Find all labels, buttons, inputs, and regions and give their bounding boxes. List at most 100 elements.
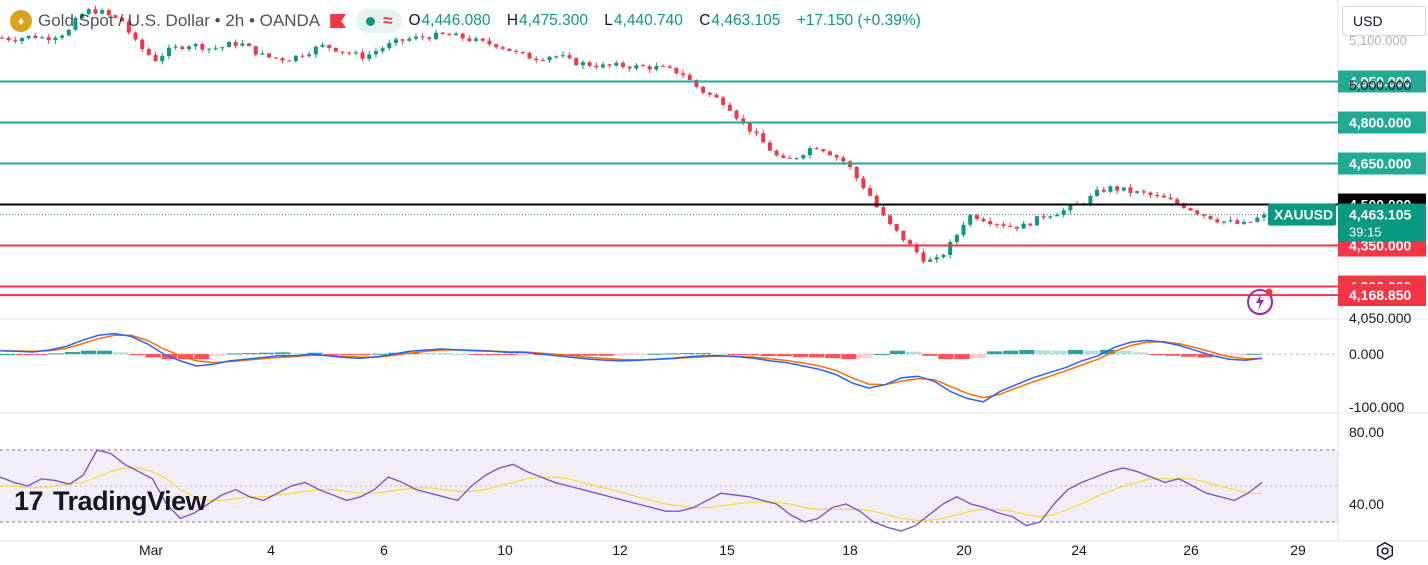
candle-body	[787, 157, 792, 159]
candle-body	[694, 79, 699, 87]
macd-histogram-bar	[631, 354, 647, 356]
candle-body	[1228, 220, 1233, 222]
candle-body	[307, 54, 312, 57]
candle-body	[954, 234, 959, 242]
candle-body	[994, 224, 999, 226]
candle-body	[6, 37, 11, 41]
candle-body	[1021, 223, 1026, 229]
candle-body	[400, 39, 405, 41]
candle-body	[393, 39, 398, 44]
candle-body	[1168, 197, 1173, 200]
candle-body	[647, 66, 652, 70]
candle-body	[560, 55, 565, 57]
macd-histogram-bar	[517, 354, 533, 356]
candle-body	[494, 44, 499, 48]
candle-body	[487, 40, 492, 45]
candle-body	[267, 53, 272, 58]
macd-histogram-bar	[1051, 350, 1067, 355]
candle-body	[727, 104, 732, 111]
macd-histogram-bar	[16, 354, 32, 356]
macd-histogram-bar	[275, 352, 291, 355]
macd-histogram-bar	[760, 354, 776, 357]
macd-histogram-bar	[242, 353, 258, 355]
candle-body	[220, 47, 225, 49]
candle-body	[1155, 195, 1160, 197]
macd-histogram-bar	[145, 354, 161, 358]
symbol-tag: XAUUSD	[1274, 207, 1333, 223]
level-price-label: 4,650.000	[1349, 156, 1411, 172]
candle-body	[827, 151, 832, 156]
macd-histogram-bar	[113, 352, 129, 355]
candle-body	[106, 10, 111, 16]
level-price-label-bg	[1338, 111, 1426, 134]
candle-body	[1108, 186, 1113, 192]
symbol-header[interactable]: ♦ Gold Spot / U.S. Dollar • 2h • OANDA ≈…	[10, 9, 927, 33]
macd-histogram-bar	[436, 353, 453, 355]
macd-histogram-bar	[808, 354, 825, 358]
macd-histogram-bar	[485, 354, 501, 356]
macd-histogram-bar	[501, 354, 517, 356]
macd-histogram-bar	[1003, 350, 1019, 355]
time-axis-label: 10	[497, 542, 513, 558]
candle-body	[93, 9, 98, 14]
candle-body	[1215, 219, 1220, 223]
candle-body	[1041, 216, 1046, 218]
last-price-label-bg	[1338, 203, 1426, 242]
candle-body	[126, 21, 131, 33]
candle-body	[1161, 195, 1166, 198]
candle-body	[874, 195, 879, 208]
macd-histogram-bar	[1067, 349, 1084, 355]
high-key: H	[506, 12, 519, 29]
market-status-pill[interactable]: ≈	[356, 9, 403, 33]
time-axis-label: 29	[1290, 542, 1306, 558]
macd-histogram-bar	[566, 354, 582, 356]
candle-body	[1221, 221, 1226, 223]
candle-body	[253, 46, 258, 55]
bar-countdown: 39:15	[1349, 225, 1382, 240]
candle-body	[1188, 208, 1193, 211]
candle-body	[186, 46, 191, 49]
gold-logo-icon: ♦	[10, 10, 32, 32]
lightning-alert-icon[interactable]	[1246, 286, 1276, 316]
macd-histogram-bar	[792, 354, 808, 358]
candle-body	[701, 86, 706, 93]
candle-body	[1208, 215, 1213, 220]
symbol-title[interactable]: Gold Spot / U.S. Dollar • 2h • OANDA	[38, 11, 321, 30]
candle-body	[734, 110, 739, 119]
candle-body	[794, 158, 799, 160]
price-axis-label: 4,050.000	[1349, 310, 1411, 326]
candle-body	[120, 17, 125, 22]
candle-body	[454, 33, 459, 36]
flag-icon[interactable]	[330, 14, 347, 28]
candle-body	[1175, 199, 1180, 204]
settings-gear-icon[interactable]	[1374, 540, 1396, 562]
macd-histogram-bar	[841, 354, 857, 360]
price-axis-label: 5,100.000	[1349, 33, 1407, 48]
macd-histogram-bar	[80, 350, 97, 355]
macd-histogram-bar	[776, 354, 792, 357]
candle-body	[934, 257, 939, 260]
candle-body	[948, 241, 953, 255]
macd-histogram-bar	[1116, 350, 1132, 355]
tradingview-brand: TradingView	[53, 486, 207, 516]
candle-body	[340, 51, 345, 53]
time-axis-label: 12	[612, 542, 628, 558]
candle-body	[353, 52, 358, 54]
candle-body	[206, 48, 211, 50]
time-axis-label: 4	[267, 542, 275, 558]
candle-body	[313, 46, 318, 55]
macd-histogram-bar	[1229, 354, 1245, 356]
macd-histogram-bar	[129, 354, 145, 356]
candle-body	[40, 37, 45, 39]
candle-body	[146, 48, 151, 55]
candle-body	[661, 66, 666, 68]
macd-histogram-bar	[728, 354, 744, 356]
currency-selector[interactable]: USD	[1342, 6, 1426, 36]
macd-histogram-bar	[323, 354, 339, 356]
candle-body	[781, 155, 786, 158]
level-price-label: 4,950.000	[1349, 73, 1411, 89]
candle-body	[554, 56, 559, 58]
candle-body	[627, 66, 632, 69]
candle-body	[367, 54, 372, 59]
